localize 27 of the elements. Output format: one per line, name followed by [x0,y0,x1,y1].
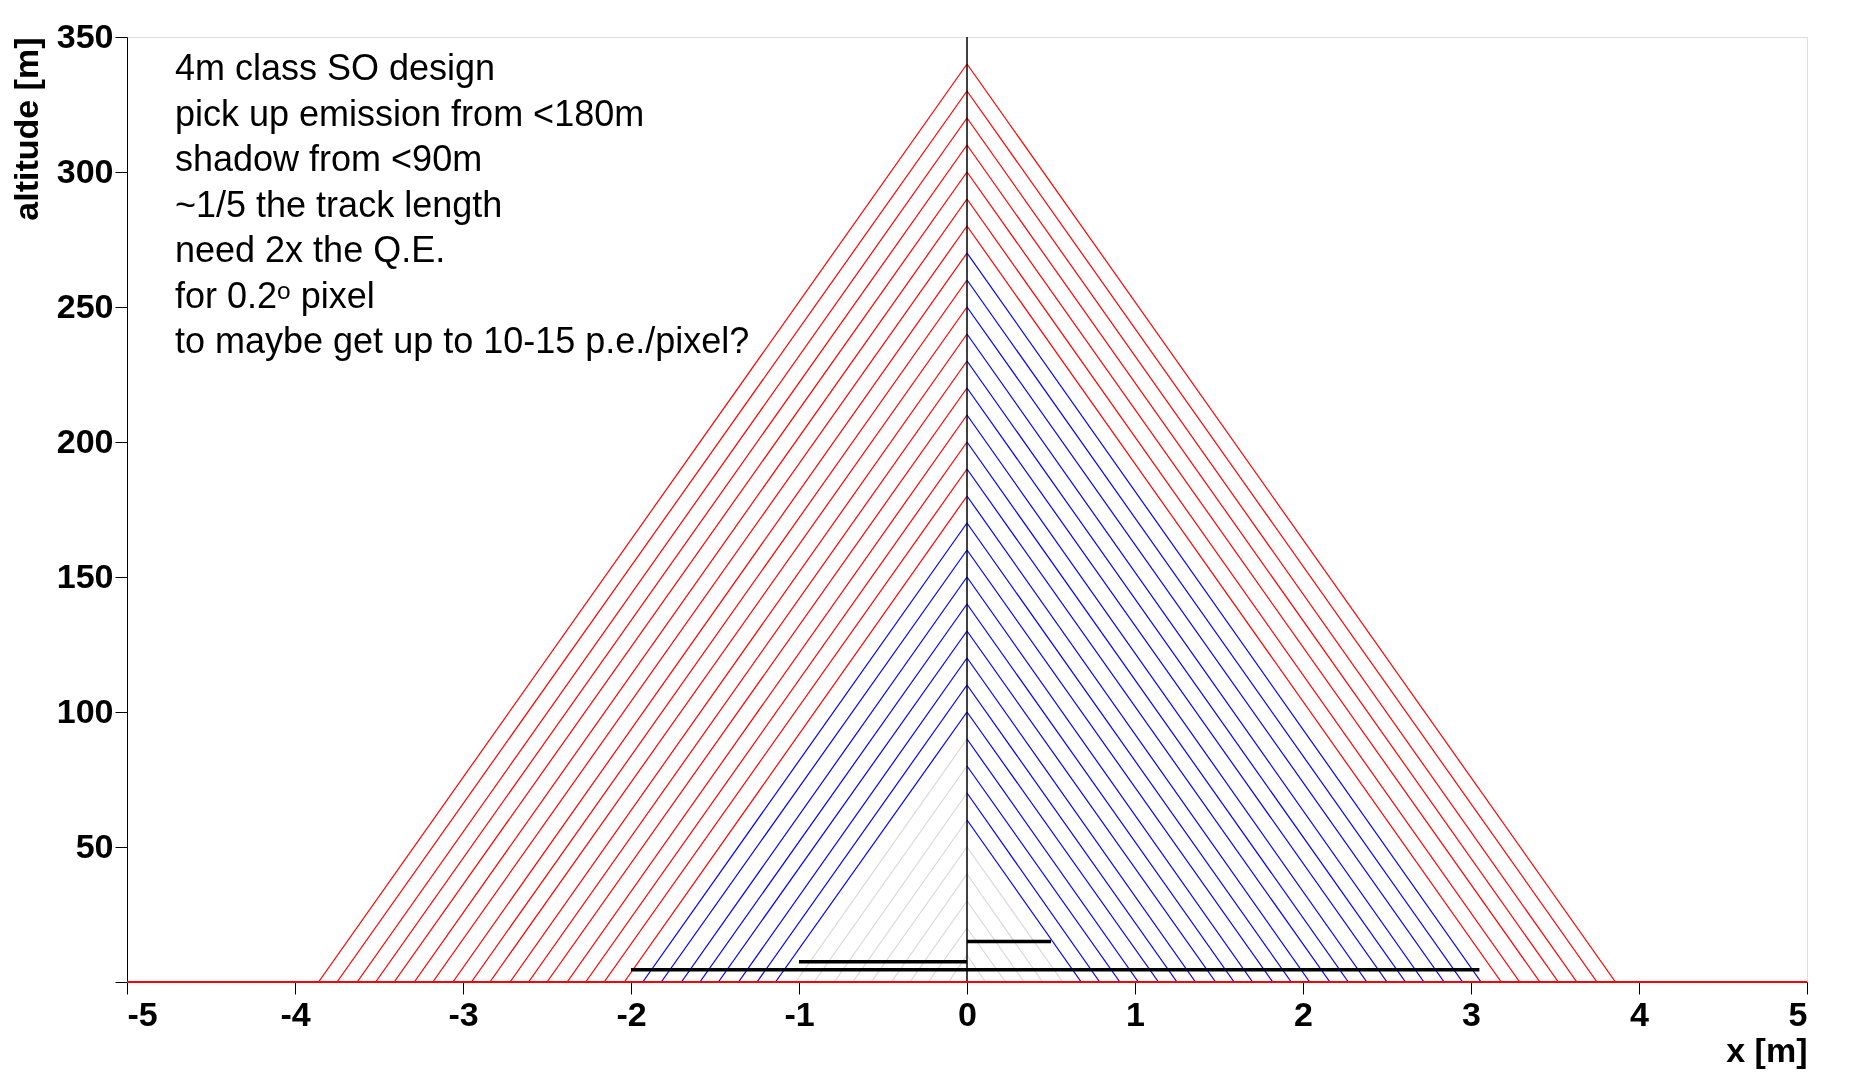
x-axis-title: x [m] [1726,1030,1808,1069]
x-tick-label: 1 [1126,994,1145,1033]
annotation: for 0.2ᵒ pixel [175,274,375,316]
annotation: pick up emission from <180m [175,92,645,134]
x-tick-label: -4 [280,994,311,1033]
x-tick-label: 2 [1294,994,1313,1033]
annotation: shadow from <90m [175,138,483,179]
y-axis-title: altitude [m] [6,37,45,221]
y-tick-label: 150 [56,556,114,595]
y-tick-label: 200 [56,421,114,460]
x-tick-label: -5 [127,994,158,1033]
x-tick-label: 4 [1630,994,1650,1033]
x-tick-label: -3 [448,994,479,1033]
annotation: 4m class SO design [175,47,496,88]
x-tick-label: -1 [784,994,815,1033]
x-tick-label: 5 [1788,994,1808,1033]
annotation: to maybe get up to 10-15 p.e./pixel? [175,320,750,361]
y-tick-label: 50 [75,826,114,865]
annotation: need 2x the Q.E. [175,229,446,270]
y-tick-label: 100 [56,691,114,730]
x-tick-label: 0 [958,994,977,1033]
y-tick-label: 350 [56,16,114,55]
y-tick-label: 250 [56,286,114,325]
annotation: ~1/5 the track length [175,183,503,225]
y-tick-label: 300 [56,151,114,190]
x-tick-label: -2 [616,994,647,1033]
x-tick-label: 3 [1462,994,1481,1033]
